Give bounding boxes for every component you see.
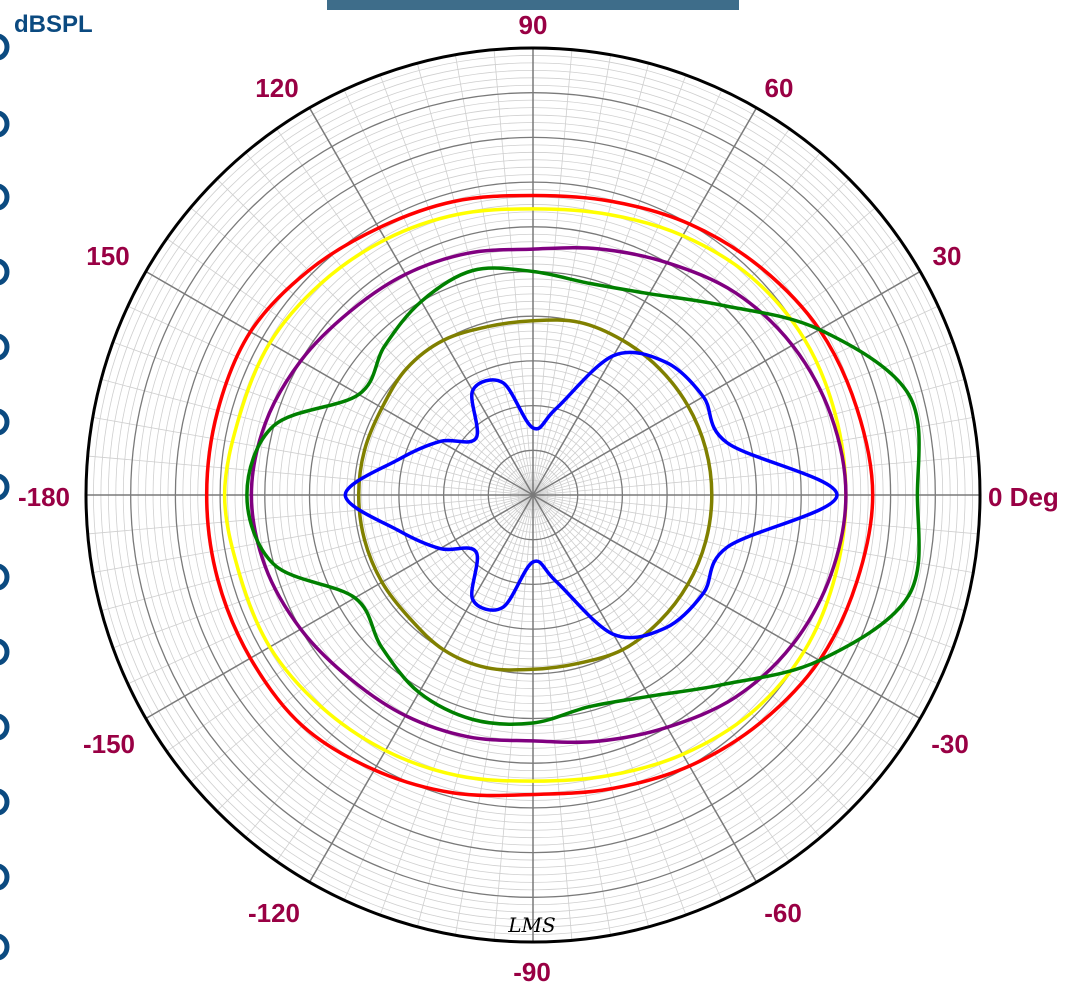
clipped-tick-label <box>0 933 10 961</box>
clipped-tick-label <box>0 183 10 211</box>
angle-label-neg30: -30 <box>931 729 969 759</box>
series-curve-0 <box>204 193 875 798</box>
angle-label-neg90: -90 <box>513 957 551 987</box>
angle-label-neg180: -180 <box>18 482 70 512</box>
major-spoke <box>145 270 534 496</box>
clipped-tick-label <box>0 258 10 286</box>
grid-layer <box>84 46 982 944</box>
lms-logo: LMS <box>507 913 555 937</box>
angle-label-30: 30 <box>933 241 962 271</box>
angle-label-120: 120 <box>255 73 298 103</box>
series-curve-5 <box>343 350 839 640</box>
series-curve-1 <box>222 207 848 783</box>
angle-label-neg120: -120 <box>248 898 300 928</box>
clipped-tick-label <box>0 563 10 591</box>
clipped-tick-label <box>0 33 10 61</box>
angle-unit-label: 0 Deg <box>988 482 1059 512</box>
major-spoke <box>308 494 534 883</box>
series-layer <box>204 193 921 798</box>
series-curve-2 <box>249 246 848 744</box>
angle-label-150: 150 <box>86 241 129 271</box>
major-spoke <box>532 107 758 496</box>
clipped-tick-label <box>0 788 10 816</box>
angle-label-90: 90 <box>519 10 548 40</box>
angle-label-neg150: -150 <box>83 729 135 759</box>
clipped-tick-label <box>0 863 10 891</box>
unit-label: dBSPL <box>14 11 93 38</box>
major-spoke <box>532 270 921 496</box>
major-spoke <box>145 494 534 720</box>
header-bar <box>327 0 739 10</box>
clipped-tick-label <box>0 713 10 741</box>
clipped-tick-label <box>0 473 10 501</box>
major-spoke <box>532 494 758 883</box>
angle-label-60: 60 <box>765 73 794 103</box>
left-edge-marks <box>0 33 10 961</box>
angle-label-neg60: -60 <box>764 898 802 928</box>
series-curve-4 <box>356 318 714 672</box>
clipped-tick-label <box>0 333 10 361</box>
clipped-tick-label <box>0 110 10 138</box>
major-spoke <box>532 494 921 720</box>
clipped-tick-label <box>0 638 10 666</box>
outer-ring <box>84 46 982 944</box>
series-curve-3 <box>245 266 921 726</box>
clipped-tick-label <box>0 408 10 436</box>
